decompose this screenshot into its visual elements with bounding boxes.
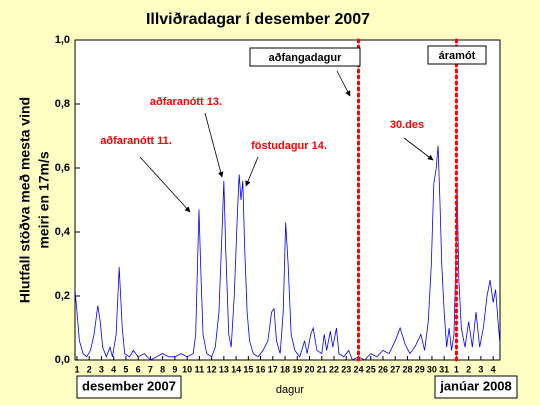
annotation-text: 30.des [390,119,424,131]
y-axis-label-line: meiri en 17m/s [36,151,52,248]
y-tick-label: 0,8 [55,98,70,110]
annotation-text: aðfaranótt 11. [100,135,172,147]
y-axis-label: Hlutfall stöðva með mesta vind meiri en … [17,97,52,303]
x-tick-label: 5 [123,364,128,374]
x-tick-label: 2 [466,364,471,374]
x-tick-label: 4 [111,364,116,374]
x-tick-label: 1 [454,364,459,374]
annotation-text: áramót [439,50,476,62]
annotation-arrow [204,112,224,178]
x-tick-label: 29 [415,364,425,374]
x-tick-label: 19 [292,364,302,374]
x-tick-label: 23 [341,364,351,374]
y-axis-label-line: Hlutfall stöðva með mesta vind [17,97,33,303]
x-tick-label: 17 [268,364,278,374]
x-tick-label: 9 [172,364,177,374]
annotation-arrow [139,156,191,213]
annotation-text: aðfaranótt 13. [150,96,222,108]
annotation-arrow [403,137,434,161]
y-tick-label: 1,0 [55,34,70,46]
period-box [76,375,182,399]
annotation-box [136,92,236,110]
annotation-box [90,131,182,149]
x-tick-label: 26 [378,364,388,374]
x-tick-label: 12 [207,364,217,374]
annotation-arrow [336,70,351,97]
x-tick-label: 22 [329,364,339,374]
period-box [434,375,518,399]
x-tick-label: 13 [219,364,229,374]
y-tick-label: 0,6 [55,162,70,174]
x-tick-label: 3 [99,364,104,374]
x-axis-label: dagur [276,384,304,396]
y-tick-label: 0,0 [55,354,70,366]
x-tick-label: 14 [231,364,241,374]
x-tick-label: 30 [427,364,437,374]
annotation-box [243,136,335,154]
x-tick-label: 11 [195,364,205,374]
period-label: desember 2007 [82,378,176,393]
annotation-arrow [245,156,259,187]
x-tick-label: 3 [478,364,483,374]
x-tick-label: 31 [439,364,449,374]
x-tick-label: 21 [317,364,327,374]
x-tick-label: 27 [390,364,400,374]
plot-area [74,39,501,361]
x-tick-label: 28 [402,364,412,374]
annotation-box [383,115,431,133]
annotation-text: föstudagur 14. [251,140,327,152]
chart-title: Illviðradagar í desember 2007 [146,11,370,28]
annotation-box [249,47,361,67]
annotation-box [427,45,487,65]
x-tick-label: 1 [74,364,79,374]
data-line [74,145,501,361]
x-tick-label: 7 [148,364,153,374]
x-tick-label: 2 [87,364,92,374]
x-tick-label: 24 [353,364,363,374]
period-label: janúar 2008 [439,378,512,393]
x-tick-label: 16 [256,364,266,374]
x-tick-label: 6 [136,364,141,374]
x-tick-label: 20 [305,364,315,374]
x-tick-label: 4 [491,364,496,374]
x-tick-label: 8 [160,364,165,374]
y-tick-label: 0,4 [55,226,71,238]
x-tick-label: 18 [280,364,290,374]
x-tick-label: 15 [243,364,253,374]
x-tick-label: 25 [366,364,376,374]
y-tick-label: 0,2 [55,290,70,302]
annotation-text: aðfangadagur [269,52,342,64]
x-tick-label: 10 [182,364,192,374]
